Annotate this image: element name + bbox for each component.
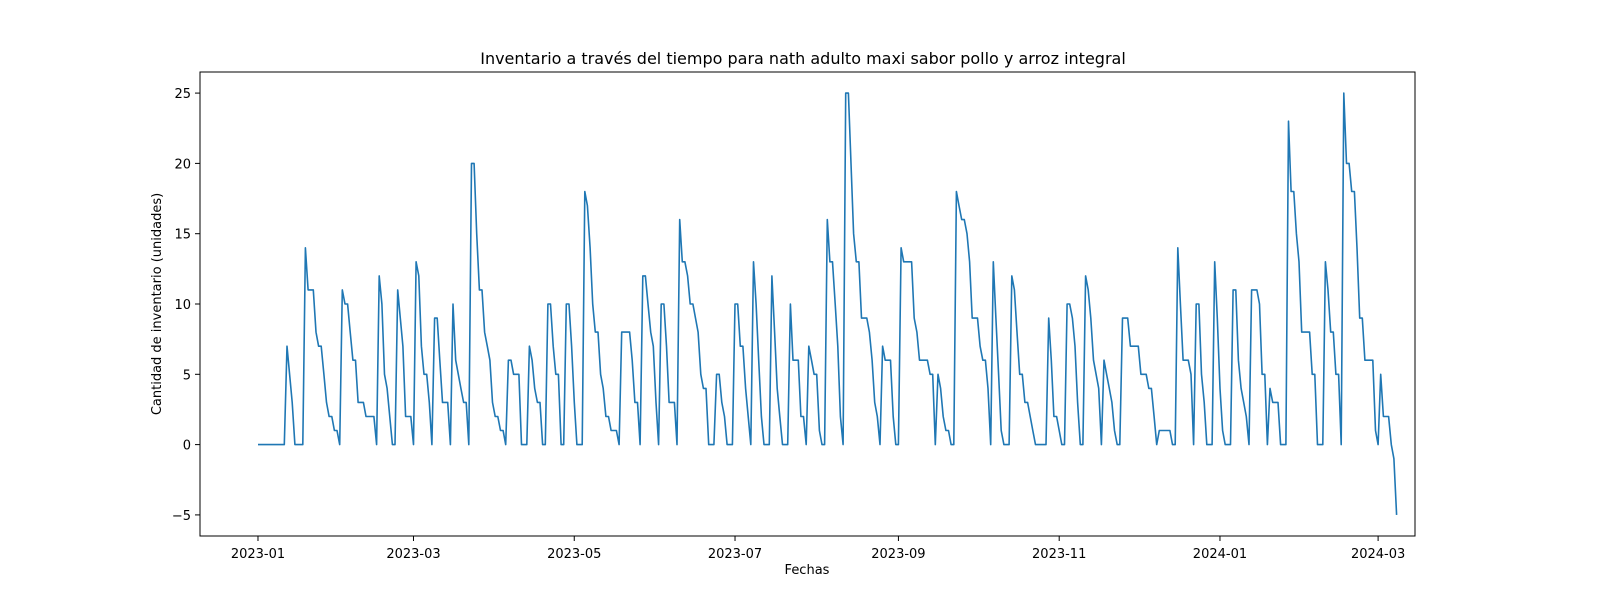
series-line-inventory [258,92,1398,515]
x-tick-label: 2023-01 [231,547,285,562]
x-tick-label: 2023-07 [708,547,762,562]
chart-title: Inventario a través del tiempo para nath… [480,49,1126,68]
x-tick-label: 2024-01 [1193,547,1247,562]
x-tick-label: 2023-09 [871,547,925,562]
x-tick-label: 2024-03 [1351,547,1405,562]
y-tick-label: −5 [172,509,191,524]
x-axis-ticks: 2023-01 2023-03 2023-05 2023-07 2023-09 2023-… [231,536,1405,562]
x-tick-label: 2023-11 [1032,547,1086,562]
plot-area-frame [199,71,1416,537]
y-tick-label: 5 [183,368,191,383]
y-tick-label: 25 [174,87,191,102]
y-tick-label: 0 [183,439,191,454]
x-tick-label: 2023-05 [547,547,601,562]
x-axis-label: Fechas [785,563,830,578]
y-axis-ticks: −5 0 5 10 15 20 25 [172,87,200,524]
y-axis-label: Cantidad de inventario (unidades) [150,193,165,415]
y-tick-label: 10 [174,298,191,313]
y-tick-label: 15 [174,228,191,243]
x-tick-label: 2023-03 [386,547,440,562]
y-tick-label: 20 [174,157,191,172]
